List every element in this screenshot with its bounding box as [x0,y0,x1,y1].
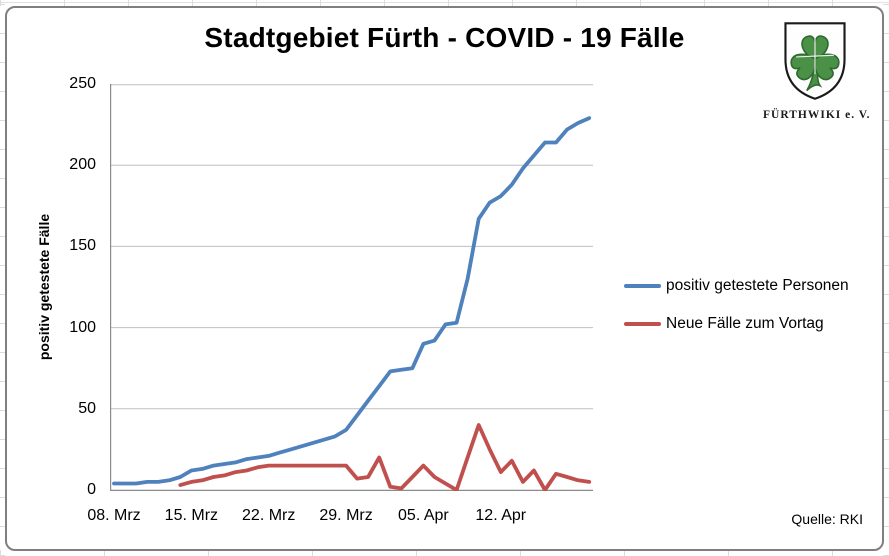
x-tick-label: 22. Mrz [242,507,296,524]
x-tick-label: 12. Apr [475,507,527,524]
x-tick-label: 15. Mrz [164,507,219,524]
legend-item-positiv-getestete: positiv getestete Personen [624,274,849,298]
chart-title: Stadtgebiet Fürth - COVID - 19 Fälle [204,22,685,53]
y-tick-label: 200 [69,156,96,174]
fuerthwiki-logo: FÜRTHWIKI e. V. [763,20,871,121]
y-tick-label: 0 [87,481,96,498]
plot-area [110,84,593,491]
y-tick-label: 150 [69,237,96,255]
legend-line-swatch-blue [624,284,661,288]
legend-item-neue-faelle: Neue Fälle zum Vortag [624,312,849,336]
y-tick-label: 100 [69,318,96,336]
legend-label: Neue Fälle zum Vortag [666,315,824,332]
x-tick-label: 29. Mrz [319,507,373,524]
legend: positiv getestete Personen Neue Fälle zu… [624,274,849,350]
logo-text: FÜRTHWIKI e. V. [763,109,871,121]
y-tick-label: 250 [69,75,96,92]
x-tick-label: 05. Apr [398,507,449,524]
y-tick-label: 50 [78,399,96,417]
y-axis-title: positiv getestete Fälle [36,213,52,361]
legend-label: positiv getestete Personen [666,277,849,294]
source-note: Quelle: RKI [791,511,863,527]
legend-line-swatch-red [624,322,661,326]
chart-frame [5,6,884,551]
x-tick-label: 08. Mrz [87,507,141,524]
clover-shield-icon [784,22,846,100]
